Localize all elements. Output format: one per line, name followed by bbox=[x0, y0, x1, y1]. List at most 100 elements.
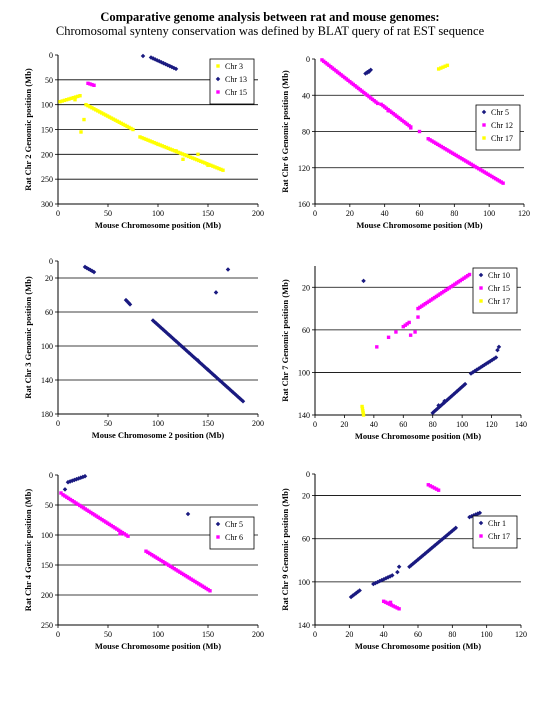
data-point bbox=[426, 483, 430, 487]
y-tick-label: 250 bbox=[41, 621, 53, 630]
data-point bbox=[436, 67, 441, 71]
data-point bbox=[482, 136, 486, 140]
data-point bbox=[178, 570, 182, 574]
data-point bbox=[74, 501, 78, 505]
x-tick-label: 0 bbox=[56, 209, 60, 218]
data-point bbox=[407, 123, 411, 128]
data-point bbox=[416, 306, 420, 311]
data-point bbox=[431, 297, 435, 301]
data-point bbox=[204, 586, 208, 591]
data-point bbox=[82, 473, 88, 479]
data-point bbox=[467, 272, 472, 277]
data-point bbox=[490, 174, 494, 179]
data-point bbox=[172, 566, 176, 571]
data-point bbox=[113, 118, 118, 122]
y-tick-label: 140 bbox=[298, 411, 310, 420]
data-point bbox=[180, 152, 185, 156]
x-tick-label: 0 bbox=[56, 630, 60, 639]
data-point bbox=[419, 304, 424, 308]
x-tick-label: 0 bbox=[56, 419, 60, 428]
data-point bbox=[60, 99, 64, 103]
data-point bbox=[356, 86, 361, 91]
data-point bbox=[124, 533, 128, 537]
data-point bbox=[382, 105, 387, 109]
data-point bbox=[458, 278, 463, 283]
y-tick-label: 0 bbox=[306, 55, 310, 64]
x-tick-label: 120 bbox=[486, 420, 498, 429]
data-point bbox=[456, 280, 461, 284]
legend-label: Chr 10 bbox=[488, 271, 510, 280]
data-point bbox=[360, 406, 365, 411]
data-point bbox=[118, 529, 123, 534]
data-point bbox=[73, 95, 78, 99]
data-point bbox=[151, 554, 156, 558]
x-tick-label: 20 bbox=[346, 209, 354, 218]
data-point bbox=[187, 576, 191, 580]
data-point bbox=[495, 178, 500, 182]
data-point bbox=[62, 98, 67, 103]
data-point bbox=[148, 139, 152, 143]
data-point bbox=[482, 170, 487, 174]
data-point bbox=[479, 299, 483, 303]
data-point bbox=[413, 330, 417, 334]
data-point bbox=[120, 530, 125, 535]
data-point bbox=[142, 136, 146, 141]
data-point bbox=[94, 108, 98, 112]
data-point bbox=[191, 578, 195, 583]
x-tick-label: 120 bbox=[515, 630, 527, 639]
data-point bbox=[166, 563, 171, 567]
data-point bbox=[148, 551, 152, 556]
data-point bbox=[492, 175, 496, 180]
y-tick-label: 20 bbox=[45, 274, 53, 283]
data-point bbox=[460, 157, 464, 161]
x-axis-title: Mouse Chromosome position (Mb) bbox=[355, 431, 481, 441]
data-point bbox=[59, 491, 63, 495]
data-point bbox=[381, 103, 385, 108]
data-point bbox=[107, 115, 112, 119]
data-point bbox=[146, 550, 150, 555]
x-axis-title: Mouse Chromosome position (Mb) bbox=[356, 220, 482, 230]
data-point bbox=[115, 527, 119, 531]
data-point bbox=[438, 292, 442, 296]
x-tick-label: 150 bbox=[202, 419, 214, 428]
legend-label: Chr 15 bbox=[488, 284, 510, 293]
data-point bbox=[126, 534, 130, 538]
data-point bbox=[346, 78, 350, 82]
data-point bbox=[462, 158, 466, 162]
data-point bbox=[123, 123, 127, 128]
data-point bbox=[398, 117, 403, 121]
data-point bbox=[349, 81, 354, 85]
data-point bbox=[161, 559, 165, 564]
data-point bbox=[101, 112, 106, 116]
y-tick-label: 100 bbox=[41, 342, 53, 351]
data-point bbox=[337, 71, 342, 76]
x-tick-label: 60 bbox=[399, 420, 407, 429]
data-point bbox=[73, 98, 77, 102]
data-point bbox=[188, 155, 193, 159]
legend-label: Chr 17 bbox=[488, 532, 510, 541]
x-tick-label: 150 bbox=[202, 209, 214, 218]
x-tick-label: 140 bbox=[515, 420, 527, 429]
data-point bbox=[405, 122, 410, 127]
data-point bbox=[195, 580, 199, 585]
data-point bbox=[156, 142, 160, 147]
data-point bbox=[454, 281, 459, 285]
x-tick-label: 20 bbox=[345, 630, 353, 639]
data-point bbox=[176, 569, 180, 573]
x-tick-label: 50 bbox=[104, 209, 112, 218]
data-point bbox=[90, 82, 94, 87]
y-tick-label: 60 bbox=[302, 535, 310, 544]
data-point bbox=[357, 588, 362, 593]
data-point bbox=[395, 606, 399, 610]
data-point bbox=[199, 159, 203, 163]
data-point bbox=[215, 521, 221, 527]
data-point bbox=[351, 82, 356, 87]
data-point bbox=[374, 100, 378, 104]
y-tick-label: 150 bbox=[41, 561, 53, 570]
data-point bbox=[484, 171, 488, 175]
data-point bbox=[102, 519, 106, 523]
data-point bbox=[448, 150, 453, 154]
legend-label: Chr 1 bbox=[488, 519, 506, 528]
page-title: Comparative genome analysis between rat … bbox=[100, 10, 440, 24]
